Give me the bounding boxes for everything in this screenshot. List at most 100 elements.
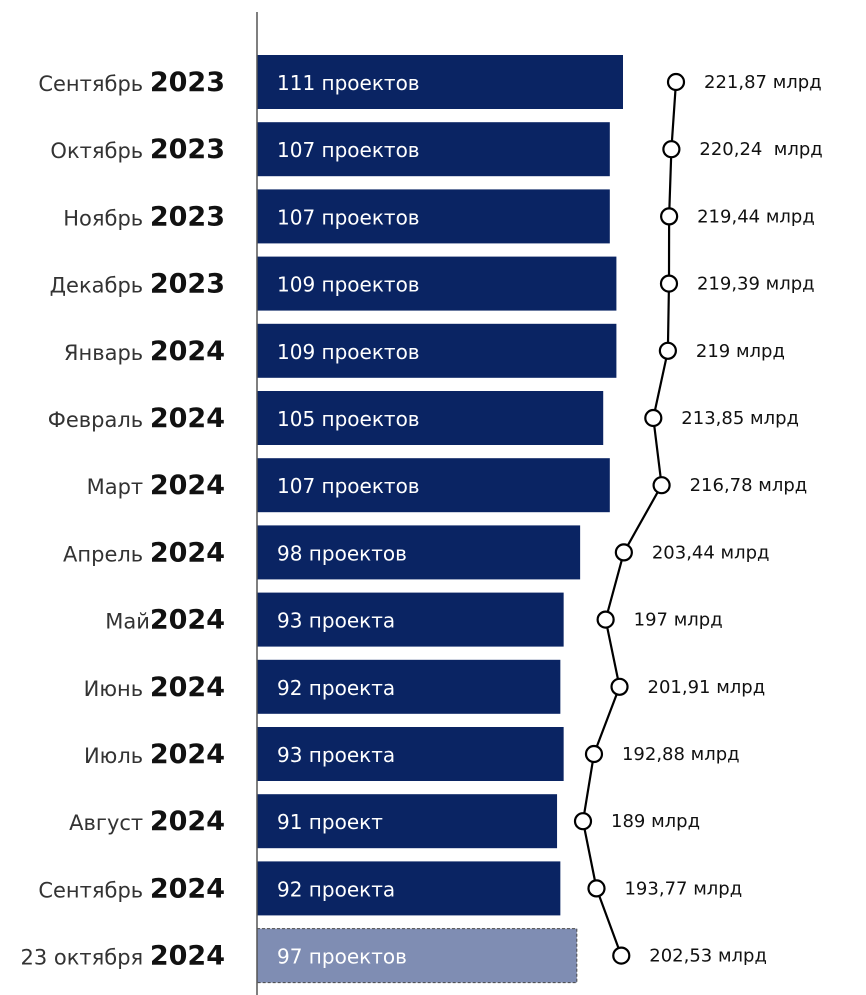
category-month-0: Сентябрь xyxy=(38,72,150,96)
category-label-4: Январь 2024 xyxy=(64,336,225,367)
category-year-10: 2024 xyxy=(150,739,225,770)
line-series xyxy=(581,81,678,956)
bar-label-13: 97 проектов xyxy=(277,945,407,969)
bar-label-9: 92 проекта xyxy=(277,676,395,700)
line-point-9 xyxy=(610,677,629,696)
category-year-5: 2024 xyxy=(150,403,225,434)
category-label-13: 23 октября 2024 xyxy=(20,941,225,972)
line-point-6 xyxy=(652,476,671,495)
bar-9 xyxy=(257,659,561,714)
bar-13 xyxy=(256,928,578,984)
category-month-8: Май xyxy=(105,610,150,634)
line-point-0 xyxy=(666,72,686,92)
bar-6 xyxy=(257,458,610,513)
bar-8 xyxy=(257,592,564,647)
bar-label-2: 107 проектов xyxy=(277,205,420,229)
value-label-10: 192,88 млрд xyxy=(622,744,740,765)
bar-label-7: 98 проектов xyxy=(277,541,407,565)
category-year-4: 2024 xyxy=(150,336,225,367)
category-label-6: Март 2024 xyxy=(87,470,225,501)
category-month-9: Июнь xyxy=(84,677,150,701)
bar-label-10: 93 проекта xyxy=(277,743,395,767)
category-label-7: Апрель 2024 xyxy=(63,537,225,568)
category-label-1: Октябрь 2023 xyxy=(50,134,225,165)
category-year-13: 2024 xyxy=(150,941,225,972)
line-point-8 xyxy=(596,610,615,629)
bar-5 xyxy=(257,391,604,445)
category-month-6: Март xyxy=(87,475,150,499)
bar-3 xyxy=(257,256,617,311)
value-label-12: 193,77 млрд xyxy=(624,878,742,899)
category-label-0: Сентябрь 2023 xyxy=(38,67,225,98)
category-label-2: Ноябрь 2023 xyxy=(63,201,225,232)
value-label-11: 189 млрд xyxy=(611,811,700,832)
value-label-9: 201,91 млрд xyxy=(648,677,766,698)
bar-7 xyxy=(257,525,581,580)
line-point-10 xyxy=(584,744,604,764)
bar-label-5: 105 проектов xyxy=(277,407,420,431)
category-year-12: 2024 xyxy=(150,873,225,904)
category-month-1: Октябрь xyxy=(50,139,149,163)
bar-label-12: 92 проекта xyxy=(277,877,395,901)
category-label-9: Июнь 2024 xyxy=(84,672,225,703)
category-month-4: Январь xyxy=(64,341,150,365)
line-layer: 221,87 млрд 220,24 млрд 219,44 млрд 219,39 … xyxy=(573,72,823,967)
line-point-12 xyxy=(587,879,606,898)
value-label-3: 219,39 млрд xyxy=(697,274,815,295)
category-label-8: Май2024 xyxy=(105,605,225,636)
bar-label-4: 109 проектов xyxy=(277,340,420,364)
category-month-10: Июль xyxy=(84,744,150,768)
bar-11 xyxy=(257,794,558,849)
line-point-3 xyxy=(659,274,679,293)
category-label-3: Декабрь 2023 xyxy=(50,269,225,300)
category-month-3: Декабрь xyxy=(50,274,150,298)
category-month-7: Апрель xyxy=(63,542,150,566)
category-year-2: 2023 xyxy=(150,201,225,232)
value-label-4: 219 млрд xyxy=(696,341,785,362)
value-label-7: 203,44 млрд xyxy=(652,542,770,563)
bar-label-8: 93 проекта xyxy=(277,609,395,633)
bar-2 xyxy=(257,189,610,244)
value-label-1: 220,24 млрд xyxy=(699,139,822,160)
bar-0 xyxy=(257,55,623,109)
bar-label-11: 91 проект xyxy=(277,810,383,834)
line-point-13 xyxy=(612,946,631,965)
line-point-7 xyxy=(614,543,633,562)
category-month-11: Август xyxy=(69,811,150,835)
bar-4 xyxy=(257,323,617,378)
line-point-4 xyxy=(658,341,677,360)
value-label-13: 202,53 млрд xyxy=(649,946,767,967)
category-month-12: Сентябрь xyxy=(38,878,150,902)
category-year-8: 2024 xyxy=(150,605,225,636)
category-year-7: 2024 xyxy=(150,537,225,568)
bars-layer: 111 проектов 107 проектов 107 проектов 109 … xyxy=(256,55,623,984)
category-month-5: Февраль xyxy=(48,408,150,432)
category-year-1: 2023 xyxy=(150,134,225,165)
bar-1 xyxy=(257,122,610,177)
line-point-5 xyxy=(644,408,663,428)
category-label-10: Июль 2024 xyxy=(84,739,225,770)
bar-10 xyxy=(257,727,564,781)
line-point-2 xyxy=(660,207,679,226)
value-label-8: 197 млрд xyxy=(634,610,723,631)
line-point-11 xyxy=(573,812,593,831)
category-label-5: Февраль 2024 xyxy=(48,403,225,434)
category-label-11: Август 2024 xyxy=(69,806,225,837)
category-year-11: 2024 xyxy=(150,806,225,837)
category-month-2: Ноябрь xyxy=(63,206,150,230)
category-year-0: 2023 xyxy=(150,67,225,98)
value-label-2: 219,44 млрд xyxy=(697,206,815,227)
bar-12 xyxy=(257,861,561,916)
bar-label-6: 107 проектов xyxy=(277,474,420,498)
category-year-6: 2024 xyxy=(150,470,225,501)
value-label-6: 216,78 млрд xyxy=(690,475,808,496)
value-label-0: 221,87 млрд xyxy=(704,72,822,93)
value-label-5: 213,85 млрд xyxy=(681,408,799,429)
category-label-12: Сентябрь 2024 xyxy=(38,873,225,904)
category-year-3: 2023 xyxy=(150,269,225,300)
category-month-13: 23 октября xyxy=(20,946,149,970)
category-year-9: 2024 xyxy=(150,672,225,703)
bar-label-0: 111 проектов xyxy=(277,71,420,95)
